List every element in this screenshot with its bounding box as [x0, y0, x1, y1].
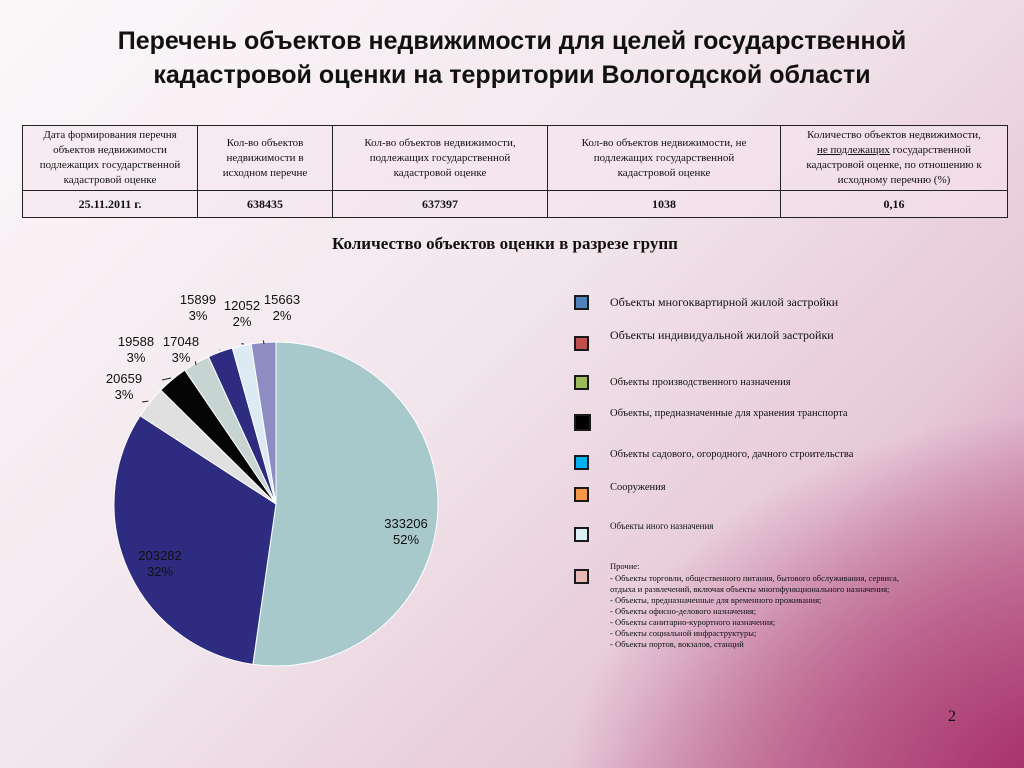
slice-data-label: 19588 3% [118, 334, 154, 365]
header-total-objects: Кол-во объектов недвижимости в исходном … [197, 125, 333, 191]
slice-data-label: 17048 3% [163, 334, 199, 365]
page-number: 2 [948, 708, 956, 725]
cell-percent: 0,16 [780, 190, 1008, 218]
legend-label: Прочие: [610, 561, 640, 571]
legend-swatch [574, 569, 589, 584]
cell-not-subject: 1038 [547, 190, 781, 218]
legend-label: Объекты индивидуальной жилой застройки [610, 328, 834, 342]
table-header-row: Дата формирования перечня объектов недви… [22, 125, 1008, 191]
slice-data-label: 333206 52% [384, 516, 427, 547]
legend-swatch [574, 487, 589, 502]
slice-data-label: 12052 2% [224, 298, 260, 329]
leader-line [141, 400, 149, 403]
leader-line [262, 340, 265, 345]
slice-data-label: 15663 2% [264, 292, 300, 323]
pie-chart: 333206 52% 203282 32% 20659 3% 19588 3% 17048 3% 1… [106, 292, 439, 667]
slice-data-label: 20659 3% [106, 371, 142, 402]
header-objects-subject: Кол-во объектов недвижимости, подлежащих… [332, 125, 548, 191]
cell-subject: 637397 [332, 190, 548, 218]
title-line-2: кадастровой оценки на территории Вологод… [153, 61, 871, 89]
slide-title: Перечень объектов недвижимости для целей… [0, 24, 1024, 92]
legend-swatch [574, 375, 589, 390]
other-detail-line: отдыха и развлечений, включая объекты мн… [610, 584, 890, 594]
legend-swatch [574, 414, 591, 431]
legend-swatch [574, 336, 589, 351]
legend-swatch [574, 455, 589, 470]
other-detail-line: - Объекты, предназначенные для временног… [610, 595, 822, 605]
summary-table: Дата формирования перечня объектов недви… [22, 125, 1008, 218]
header-percent-not-subject: Количество объектов недвижимости, не под… [780, 125, 1008, 191]
other-detail-line: - Объекты портов, вокзалов, станций [610, 639, 744, 649]
legend-swatch [574, 527, 589, 542]
other-detail-line: - Объекты санитарно-курортного назначени… [610, 617, 776, 627]
other-category-details: - Объекты торговли, общественного питани… [610, 573, 899, 650]
legend-swatch [574, 295, 589, 310]
cell-total: 638435 [197, 190, 333, 218]
legend-label: Сооружения [610, 482, 666, 493]
header-date-formed: Дата формирования перечня объектов недви… [22, 125, 198, 191]
leader-line [161, 377, 172, 381]
other-detail-line: - Объекты офисно-делового назначения; [610, 606, 757, 616]
cell-date: 25.11.2011 г. [22, 190, 198, 218]
pie-slice [252, 341, 439, 667]
legend-label: Объекты многоквартирной жилой застройки [610, 295, 839, 309]
legend-label: Объекты производственного назначения [610, 377, 791, 388]
legend-label: Объекты садового, огородного, дачного ст… [610, 449, 854, 460]
slice-data-label: 15899 3% [180, 292, 216, 323]
header-objects-not-subject: Кол-во объектов недвижимости, не подлежа… [547, 125, 781, 191]
other-detail-line: - Объекты социальной инфраструктуры; [610, 628, 757, 638]
other-detail-line: - Объекты торговли, общественного питани… [610, 573, 899, 583]
slice-data-label: 203282 32% [138, 548, 181, 579]
leader-line [194, 361, 197, 366]
title-line-1: Перечень объектов недвижимости для целей… [117, 27, 907, 55]
legend-label: Объекты иного назначения [610, 521, 714, 531]
table-row: 25.11.2011 г. 638435 637397 1038 0,16 [22, 190, 1008, 218]
legend-label: Объекты, предназначенные для хранения тр… [610, 408, 848, 419]
chart-title: Количество объектов оценки в разрезе гру… [332, 234, 678, 253]
